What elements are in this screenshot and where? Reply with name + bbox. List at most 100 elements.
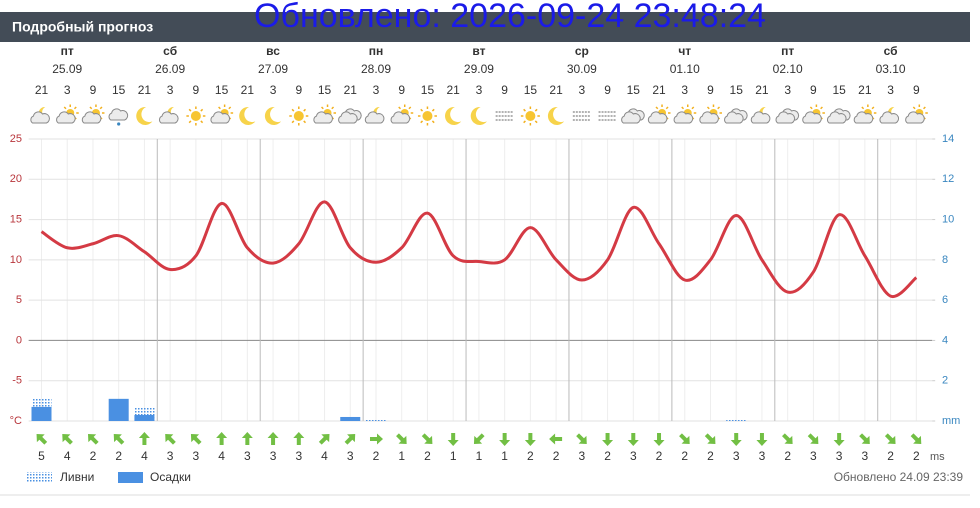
wind-arrow-group [704,433,716,444]
icon-moon [547,106,565,125]
legend-swatch [26,472,52,483]
icon-cloud [853,111,874,124]
wind-arrow [807,433,819,444]
icon-ray [303,108,307,112]
icon-ray [73,106,77,110]
wind-arrow-group [833,433,845,446]
weather-icon [547,106,565,125]
icon-ray [218,106,221,110]
icon-ray [809,106,813,110]
weather-icon [572,111,591,121]
icon-cloud [108,108,129,121]
weather-icon [802,104,825,124]
wind-speed: 2 [707,449,714,463]
date: 02.10 [773,62,803,76]
wind-arrow [190,434,202,445]
weekday: сб [884,44,898,58]
wind-arrow-group [576,433,587,444]
date: 28.09 [361,62,391,76]
wind-arrow [704,433,716,444]
weather-icon [390,104,414,124]
hour-label: 3 [270,83,277,97]
icon-ray [291,108,295,112]
weekday: пн [369,44,384,58]
wind-speed: 1 [398,449,405,463]
icon-ray [820,106,823,110]
wind-speed: 4 [141,449,148,463]
wind-speed: 1 [450,449,457,463]
update-overlay: Обновлено: 2026-09-24 23:48:24 [254,0,766,35]
wind-arrow [833,433,845,446]
date: 25.09 [52,62,82,76]
wind-unit: ms [930,451,945,463]
icon-ray [665,106,669,110]
precip-bar [108,398,129,421]
icon-ray [523,108,526,112]
wind-arrow-group [499,433,511,446]
hour-label: 21 [755,83,769,97]
y-tick-label: 25 [10,133,22,145]
y2-tick-label: 14 [942,133,954,145]
wind-arrow-group [165,434,176,445]
icon-cloud [313,111,333,124]
wind-speed: 2 [527,449,534,463]
wind-arrow [782,433,793,444]
header-bar [0,12,970,42]
hour-label: 3 [167,83,174,97]
icon-cloud [879,111,899,124]
y-tick-label: -5 [12,375,22,387]
hour-label: 9 [913,83,920,97]
hour-label: 9 [707,83,714,97]
wind-speed: 3 [244,449,251,463]
icon-drop [117,122,121,126]
icon-moon [445,106,462,125]
wind-speed: 3 [193,449,200,463]
date: 30.09 [567,62,597,76]
wind-arrow [318,434,330,445]
temperature-line [40,200,918,298]
icon-moon [239,106,256,125]
icon-sun [525,111,536,121]
legend-label: Ливни [60,470,94,484]
wind-speed: 2 [115,449,122,463]
weekday: пт [781,44,794,58]
wind-arrow-group [421,433,433,444]
wind-arrow [576,433,587,444]
icon-ray [691,106,695,110]
hour-label: 9 [501,83,508,97]
wind-arrow-group [782,433,793,444]
weather-icon [56,104,79,124]
icon-cloud [827,111,847,124]
icon-cloud [621,111,641,124]
wind-speed: 3 [862,449,869,463]
wind-arrow-group [241,432,253,445]
weather-icon [364,106,385,124]
y2-tick-label: mm [942,415,960,427]
wind-arrow [396,433,407,444]
wind-speed: 2 [887,449,894,463]
icon-cloud [724,111,744,124]
precip-bar [31,406,52,421]
wind-speed: 3 [630,449,637,463]
wind-speed: 2 [553,449,560,463]
weather-icon [289,106,309,126]
wind-arrow-group [369,433,383,445]
icon-ray [63,106,67,110]
wind-speed: 3 [810,449,817,463]
weekday: пт [61,44,74,58]
y-tick-label: 0 [16,334,22,346]
weather-icon [775,108,800,124]
icon-ray [706,106,710,110]
hour-label: 15 [832,83,846,97]
wind-arrow-group [36,434,48,445]
wind-arrow-group [113,434,125,445]
hour-label: 3 [784,83,791,97]
hour-label: 9 [295,83,302,97]
hour-label: 15 [215,83,229,97]
wind-speed: 4 [64,449,71,463]
wind-arrow-group [884,433,896,444]
icon-cloud [673,111,694,124]
wind-speed: 4 [321,449,328,463]
header-title: Подробный прогноз [12,19,153,35]
icon-ray [431,120,435,124]
